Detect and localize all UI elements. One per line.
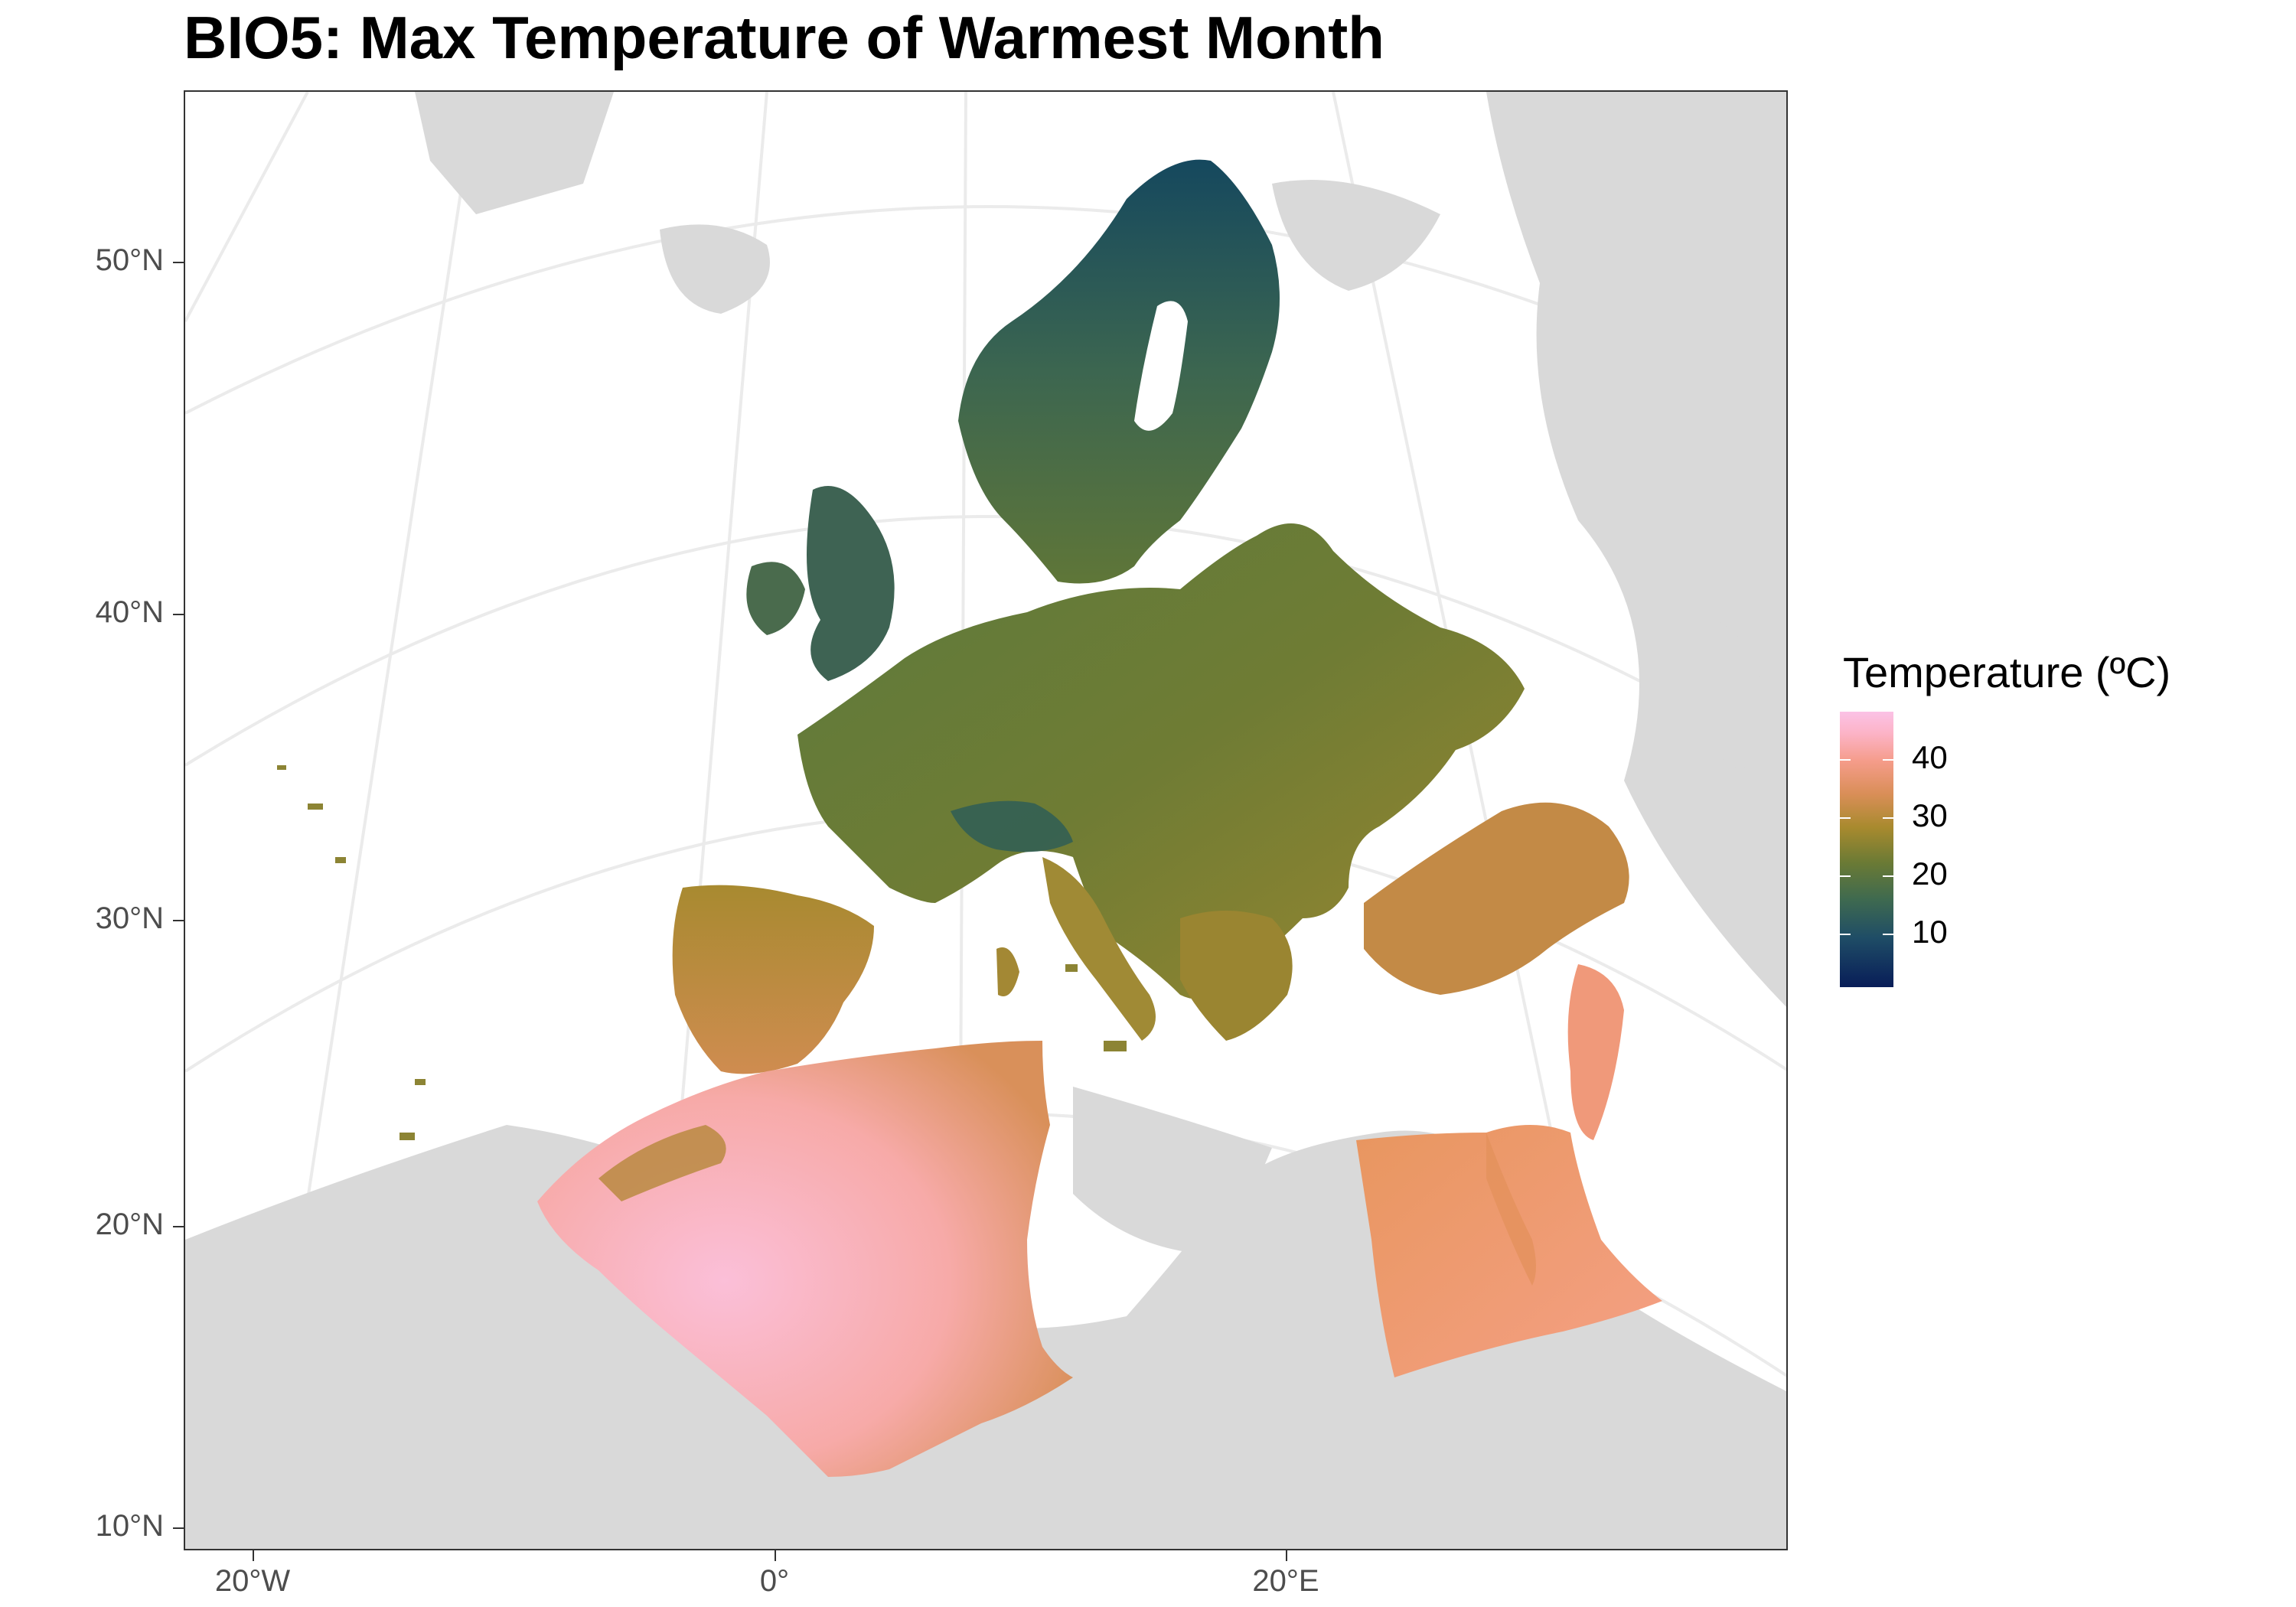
x-tick-20w [253,1550,254,1561]
y-tick-30n [173,920,184,921]
region-sardinia [996,947,1019,996]
y-tick-40n [173,614,184,615]
legend-tick-20 [1840,875,1851,877]
region-italy [1042,857,1156,1041]
legend-tick-30 [1840,817,1851,819]
x-tick-label-20e: 20°E [1252,1564,1319,1598]
legend-colorbar [1840,712,1893,987]
map-canvas [185,92,1786,1549]
region-turkey [1364,802,1629,995]
x-tick-label-20w: 20°W [214,1564,291,1598]
x-tick-0 [775,1550,776,1561]
legend-tick-20-right [1883,875,1893,877]
legend-label-10: 10 [1912,914,1948,950]
y-tick-50n [173,262,184,263]
y-tick-label-30n: 30°N [95,901,164,935]
y-tick-label-20n: 20°N [95,1208,164,1241]
region-iberia [672,885,874,1074]
legend-label-30: 30 [1912,797,1948,833]
legend-tick-10-right [1883,934,1893,935]
region-scandinavia [958,159,1280,584]
legend-tick-40 [1840,759,1851,761]
x-tick-label-0: 0° [759,1564,790,1598]
legend-tick-30-right [1883,817,1893,819]
region-central-europe [797,523,1525,999]
map-panel [184,90,1788,1550]
region-ireland [746,562,805,635]
x-tick-20e [1286,1550,1287,1561]
chart-title: BIO5: Max Temperature of Warmest Month [184,4,1384,71]
y-tick-20n [173,1226,184,1227]
legend-tick-40-right [1883,759,1893,761]
region-alps [951,800,1073,852]
region-levant [1567,964,1624,1140]
legend-label-40: 40 [1912,739,1948,775]
legend-label-20: 20 [1912,856,1948,892]
region-egypt [1356,1125,1662,1377]
islands [277,765,1127,1140]
region-baltic-sea [1134,301,1188,431]
region-atlas [598,1125,726,1201]
region-balkans [1180,911,1293,1041]
region-britain [807,486,895,681]
y-tick-10n [173,1527,184,1529]
y-tick-label-10n: 10°N [95,1509,164,1543]
legend-title: Temperature (ºC) [1843,648,2171,696]
y-tick-label-40n: 40°N [95,595,164,629]
legend-tick-10 [1840,934,1851,935]
y-tick-label-50n: 50°N [95,243,164,277]
region-nile [1486,1133,1536,1286]
